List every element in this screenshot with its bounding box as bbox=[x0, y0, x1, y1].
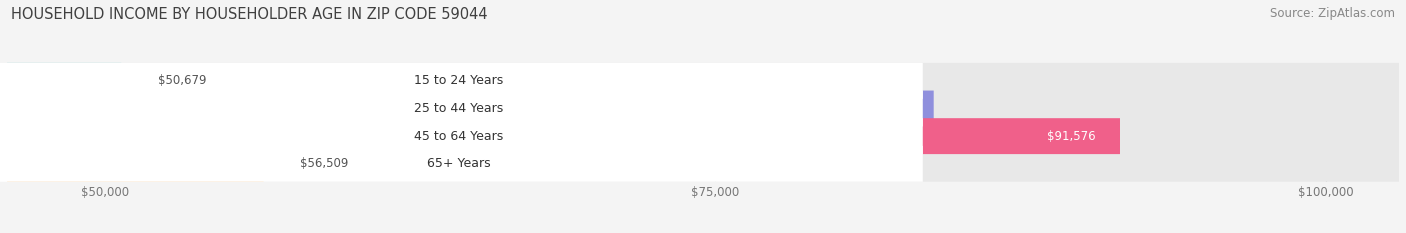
FancyBboxPatch shape bbox=[7, 118, 1399, 154]
Text: $83,947: $83,947 bbox=[860, 102, 910, 115]
FancyBboxPatch shape bbox=[7, 63, 1399, 99]
FancyBboxPatch shape bbox=[0, 63, 922, 99]
FancyBboxPatch shape bbox=[0, 118, 922, 154]
Text: 25 to 44 Years: 25 to 44 Years bbox=[415, 102, 503, 115]
Text: Source: ZipAtlas.com: Source: ZipAtlas.com bbox=[1270, 7, 1395, 20]
FancyBboxPatch shape bbox=[7, 118, 1121, 154]
FancyBboxPatch shape bbox=[7, 63, 121, 99]
Text: 45 to 64 Years: 45 to 64 Years bbox=[415, 130, 503, 143]
FancyBboxPatch shape bbox=[7, 146, 264, 182]
Text: 15 to 24 Years: 15 to 24 Years bbox=[415, 74, 503, 87]
Text: $56,509: $56,509 bbox=[301, 157, 349, 170]
FancyBboxPatch shape bbox=[0, 91, 922, 127]
FancyBboxPatch shape bbox=[7, 146, 1399, 182]
Text: 65+ Years: 65+ Years bbox=[427, 157, 491, 170]
Text: $91,576: $91,576 bbox=[1047, 130, 1095, 143]
Text: HOUSEHOLD INCOME BY HOUSEHOLDER AGE IN ZIP CODE 59044: HOUSEHOLD INCOME BY HOUSEHOLDER AGE IN Z… bbox=[11, 7, 488, 22]
FancyBboxPatch shape bbox=[7, 91, 934, 127]
FancyBboxPatch shape bbox=[7, 91, 1399, 127]
FancyBboxPatch shape bbox=[0, 146, 922, 182]
Text: $50,679: $50,679 bbox=[157, 74, 207, 87]
